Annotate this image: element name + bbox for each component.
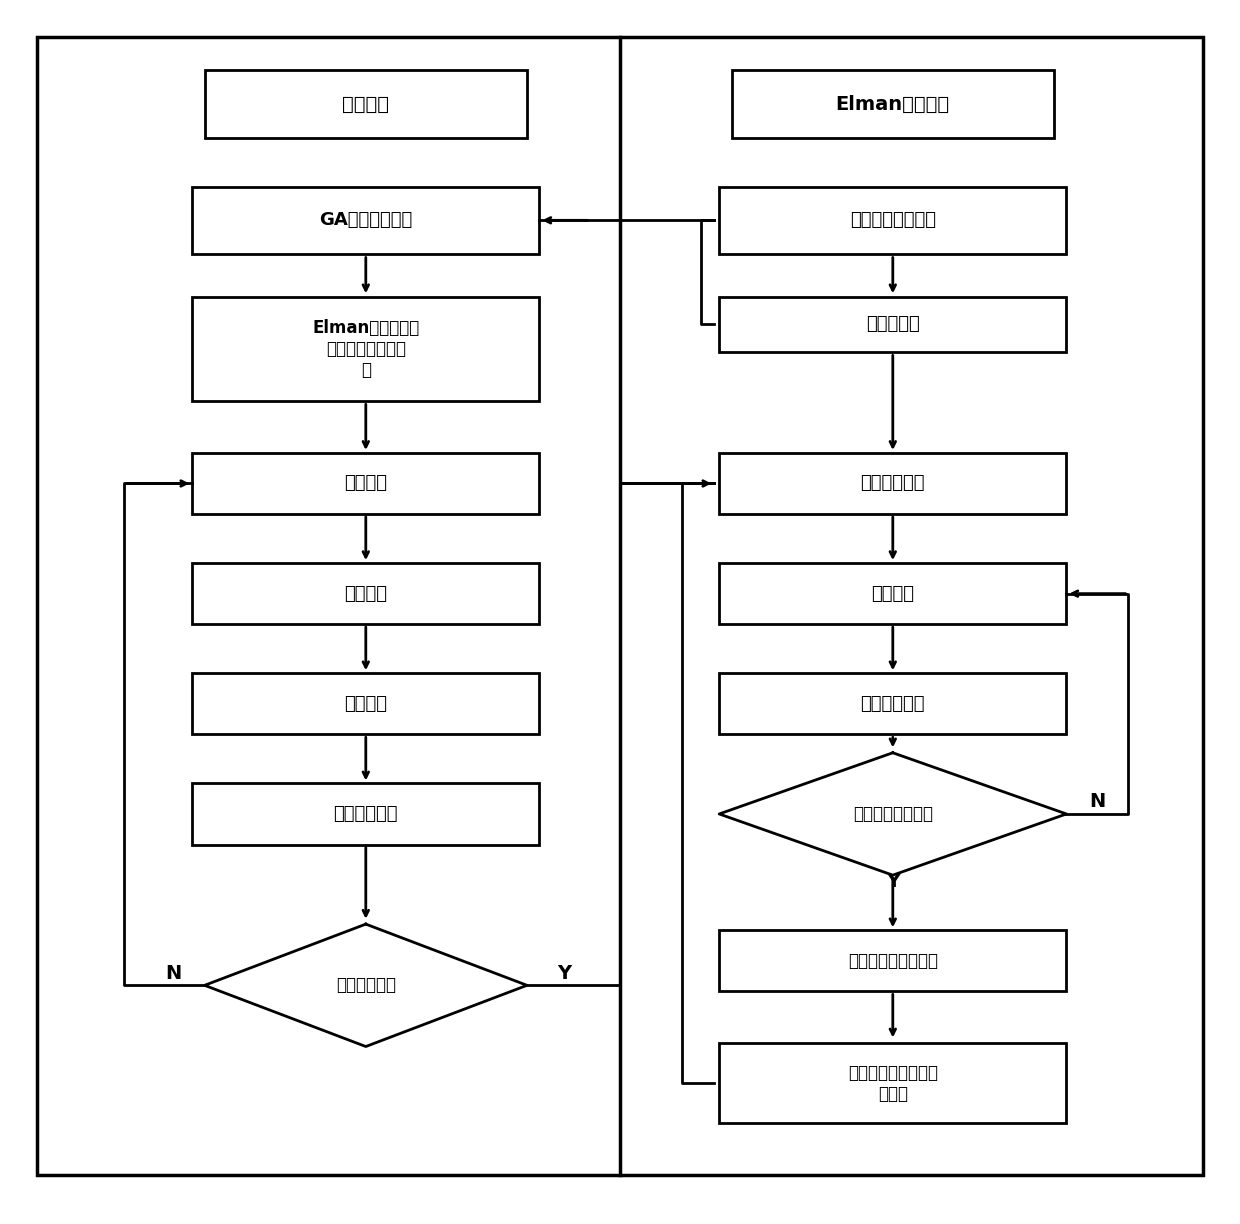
Text: N: N (1089, 792, 1106, 812)
Polygon shape (205, 924, 527, 1047)
Text: 获取最优阈值: 获取最优阈值 (861, 475, 925, 492)
Polygon shape (719, 753, 1066, 875)
FancyBboxPatch shape (719, 1043, 1066, 1124)
FancyBboxPatch shape (719, 297, 1066, 353)
FancyBboxPatch shape (192, 673, 539, 734)
Text: Elman神经网络: Elman神经网络 (836, 94, 950, 114)
Text: 阈值初始化: 阈值初始化 (866, 316, 920, 333)
FancyBboxPatch shape (719, 563, 1066, 624)
FancyBboxPatch shape (192, 563, 539, 624)
Text: 遗传算法: 遗传算法 (342, 94, 389, 114)
FancyBboxPatch shape (192, 297, 539, 401)
Text: 选择操作: 选择操作 (345, 475, 387, 492)
Text: GA对初始值编码: GA对初始值编码 (319, 212, 413, 229)
FancyBboxPatch shape (192, 453, 539, 514)
Text: 确定网络拓扑结构: 确定网络拓扑结构 (849, 212, 936, 229)
FancyBboxPatch shape (205, 71, 527, 138)
Text: 校正系数满足条件: 校正系数满足条件 (853, 805, 932, 823)
Text: Elman神经网络训
练误差作为适应度
值: Elman神经网络训 练误差作为适应度 值 (312, 319, 419, 378)
FancyBboxPatch shape (719, 187, 1066, 255)
Text: Y: Y (885, 871, 900, 891)
Text: 满足结束条件: 满足结束条件 (336, 977, 396, 994)
FancyBboxPatch shape (732, 71, 1054, 138)
Text: 交叉操作: 交叉操作 (345, 585, 387, 602)
FancyBboxPatch shape (719, 930, 1066, 991)
Text: N: N (165, 963, 182, 983)
FancyBboxPatch shape (719, 673, 1066, 734)
Text: 输出软故障诊断结果: 输出软故障诊断结果 (848, 952, 937, 969)
Text: 计算隶属度、判定故
障级别: 计算隶属度、判定故 障级别 (848, 1064, 937, 1103)
FancyBboxPatch shape (719, 453, 1066, 514)
FancyBboxPatch shape (192, 187, 539, 255)
Text: Y: Y (557, 963, 572, 983)
FancyBboxPatch shape (192, 783, 539, 845)
Text: 计算适应度值: 计算适应度值 (334, 805, 398, 823)
Text: 变异操作: 变异操作 (345, 695, 387, 712)
Text: 计算误差: 计算误差 (872, 585, 914, 602)
Text: 权值阈值更新: 权值阈值更新 (861, 695, 925, 712)
